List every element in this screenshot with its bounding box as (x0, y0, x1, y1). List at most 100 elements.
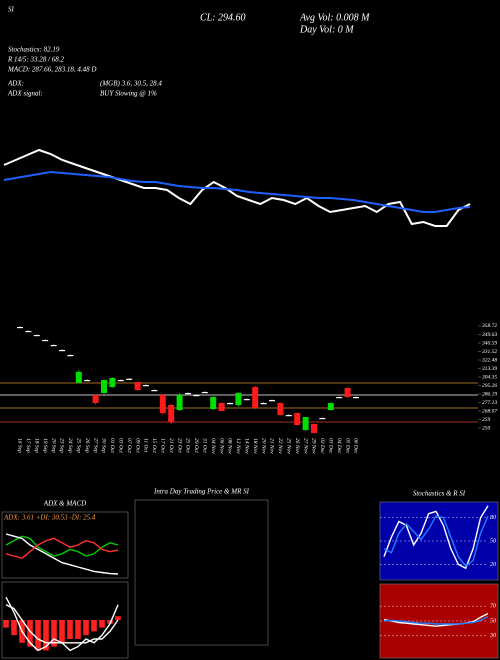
x-tick-label: 08 Nov (227, 438, 233, 454)
candle-body (176, 395, 183, 411)
x-tick-label: 20 Nov (260, 438, 266, 454)
y-tick-label: 349.63 (481, 331, 497, 338)
candle-body (311, 424, 317, 434)
series-line (3, 148, 471, 227)
x-tick-label: 04 Dec (336, 438, 343, 454)
x-tick-label: 21 Oct (168, 438, 174, 453)
y-tick-label: 277.13 (482, 400, 497, 406)
candle-body (294, 413, 301, 426)
candle-body (336, 397, 343, 399)
macd-bar (27, 620, 33, 647)
x-tick-label: 21 Nov (269, 438, 275, 454)
x-tick-label: 01 Oct (109, 438, 115, 453)
x-tick-label: 03 Dec (328, 438, 334, 454)
candle-body (59, 349, 65, 352)
series-line (5, 604, 119, 644)
series-line (383, 615, 489, 625)
candle-body (319, 418, 326, 420)
header-text: CL: 294.60 (200, 12, 246, 23)
y-tick-label: 70 (490, 604, 496, 610)
candle-body (75, 371, 82, 384)
x-tick-label: 14 Nov (244, 438, 251, 454)
candle-body (185, 393, 191, 395)
macd-bar (59, 620, 65, 643)
x-tick-label: 06 Nov (218, 438, 224, 454)
candle-body (17, 326, 23, 329)
panel-bg (134, 499, 269, 646)
candle-body (25, 330, 32, 333)
y-tick-label: 322.48 (481, 356, 497, 363)
candle-body (227, 403, 233, 405)
header-text: Day Vol: 0 M (299, 24, 354, 35)
y-tick-label: 20 (490, 562, 496, 568)
y-tick-label: 50 (490, 538, 496, 544)
candle-body (277, 403, 284, 416)
candle-body (126, 378, 133, 380)
macd-bar (75, 620, 81, 639)
macd-bar (107, 620, 113, 624)
candle-body (50, 344, 57, 347)
panel-title: Stochastics & R SI (413, 490, 466, 498)
x-tick-label: 19 Sep (42, 438, 48, 453)
candle-body (109, 377, 116, 388)
y-tick-label: 259 (482, 417, 491, 423)
y-tick-label: 358.72 (481, 323, 497, 329)
series-line (383, 515, 489, 567)
candle-body (67, 354, 74, 357)
candle-body (344, 388, 351, 398)
panel-title: ADX & MACD (43, 500, 86, 508)
candle-body (235, 393, 242, 406)
header-text: (MGB) 3.6, 30.5, 28.4 (100, 80, 162, 88)
x-tick-label: 25 Nov (286, 438, 292, 454)
series-line (383, 505, 489, 570)
header-text: Avg Vol: 0.008 M (299, 12, 370, 23)
x-tick-label: 23 Sep (59, 438, 65, 453)
y-tick-label: 268.07 (482, 408, 497, 414)
candle-body (42, 339, 49, 342)
macd-bar (115, 616, 121, 620)
x-tick-label: 04 Nov (210, 438, 217, 454)
x-tick-label: 12 Nov (235, 438, 241, 454)
x-tick-label: 16 Sep (17, 438, 23, 453)
y-tick-label: 50 (490, 618, 496, 624)
x-tick-label: 30 Sep (101, 437, 107, 453)
x-tick-label: 03 Oct (118, 438, 124, 453)
macd-bar (11, 620, 17, 636)
candle-body (269, 400, 275, 402)
x-tick-label: 17 Oct (160, 438, 166, 453)
header-text: SI (8, 6, 15, 14)
x-tick-label: 18 Nov (252, 438, 258, 454)
series-line (5, 537, 119, 559)
candle-body (210, 397, 217, 410)
macd-bar (91, 620, 97, 632)
x-tick-label: 07 Oct (126, 438, 132, 453)
macd-bar (35, 620, 41, 651)
candle-body (285, 415, 292, 417)
y-tick-label: 313.39 (481, 366, 497, 372)
header-text: Stochastics: 82.19 (8, 46, 60, 54)
series-line (5, 535, 119, 557)
y-tick-label: 304.35 (481, 373, 497, 380)
candle-body (134, 381, 141, 391)
candle-body (151, 390, 158, 392)
x-tick-label: 02 Dec (319, 438, 325, 454)
candle-body (201, 391, 208, 394)
candle-body (33, 334, 40, 337)
header-text: BUY Slowing @ 1% (100, 90, 157, 98)
candle-body (193, 395, 200, 397)
candle-body (168, 405, 175, 423)
x-tick-label: 11 Oct (143, 438, 149, 453)
y-tick-label: 286.19 (482, 391, 497, 397)
candle-body (353, 397, 359, 399)
x-tick-label: 18 Sep (34, 438, 40, 453)
candle-body (252, 387, 259, 409)
x-tick-label: 20 Sep (50, 438, 56, 453)
x-tick-label: 27 Nov (302, 438, 308, 454)
x-tick-label: 31 Oct (202, 437, 208, 453)
candle-body (260, 403, 267, 405)
header-text: ADX: (7, 80, 24, 88)
x-tick-label: 15 Oct (151, 438, 157, 453)
x-tick-label: 06 Dec (353, 438, 359, 454)
y-tick-label: 80 (490, 515, 496, 521)
